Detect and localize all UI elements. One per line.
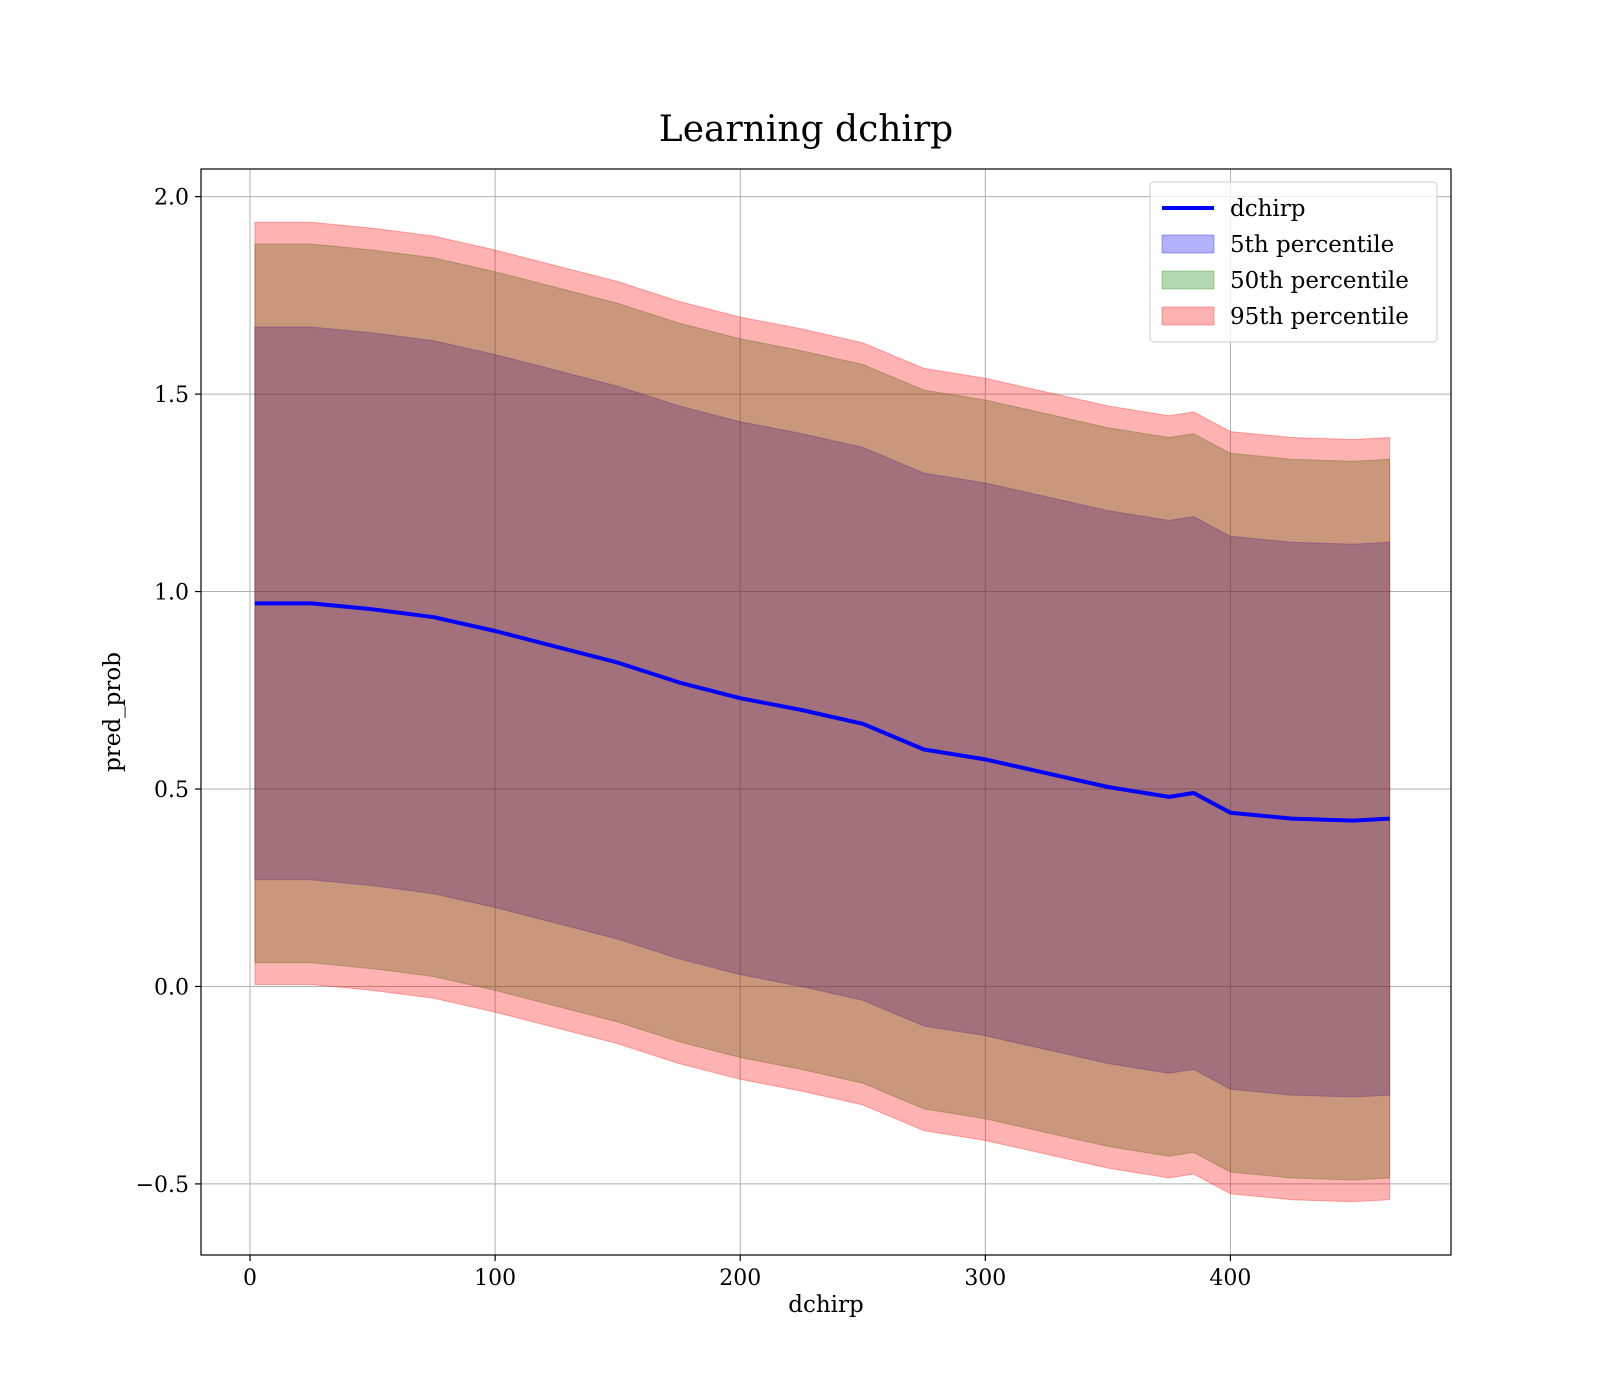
x-tick-label: 200 (719, 1266, 761, 1291)
y-tick-label: 2.0 (154, 186, 189, 211)
y-tick-label: 1.5 (154, 383, 189, 408)
legend-label: 50th percentile (1230, 268, 1409, 294)
x-axis-ticks: 0 100 200 300 400 (243, 1255, 1251, 1291)
y-tick-label: 1.0 (154, 581, 189, 606)
plot-frame (200, 168, 1452, 1256)
legend-label: 95th percentile (1230, 304, 1409, 330)
legend-label: 5th percentile (1230, 232, 1394, 258)
band-95th-percentile (254, 221, 1391, 1203)
x-axis-label: dchirp (788, 1292, 864, 1318)
legend-swatch (1161, 270, 1215, 290)
percentile-bands (254, 221, 1391, 1203)
line-dchirp (254, 601, 1390, 823)
x-tick-label: 400 (1209, 1266, 1251, 1291)
x-tick-label: 300 (964, 1266, 1006, 1291)
y-axis-label: pred_prob (100, 652, 126, 772)
band-5th-percentile (254, 326, 1391, 1098)
grid-lines (201, 169, 1451, 1255)
y-tick-label: 0.5 (154, 778, 189, 803)
x-tick-label: 100 (474, 1266, 516, 1291)
chart-title: Learning dchirp (659, 109, 953, 150)
legend-swatch (1161, 234, 1215, 254)
series-lines (254, 601, 1390, 823)
legend-label: dchirp (1230, 196, 1306, 222)
y-axis-ticks: −0.5 0.0 0.5 1.0 1.5 2.0 (136, 186, 201, 1198)
y-tick-label: 0.0 (154, 975, 189, 1000)
legend-swatch (1161, 306, 1215, 326)
legend: dchirp 5th percentile 50th percentile 95th … (1149, 181, 1438, 343)
y-tick-label: −0.5 (136, 1173, 189, 1198)
x-tick-label: 0 (243, 1266, 257, 1291)
band-50th-percentile (254, 243, 1391, 1181)
legend-box (1149, 181, 1438, 343)
